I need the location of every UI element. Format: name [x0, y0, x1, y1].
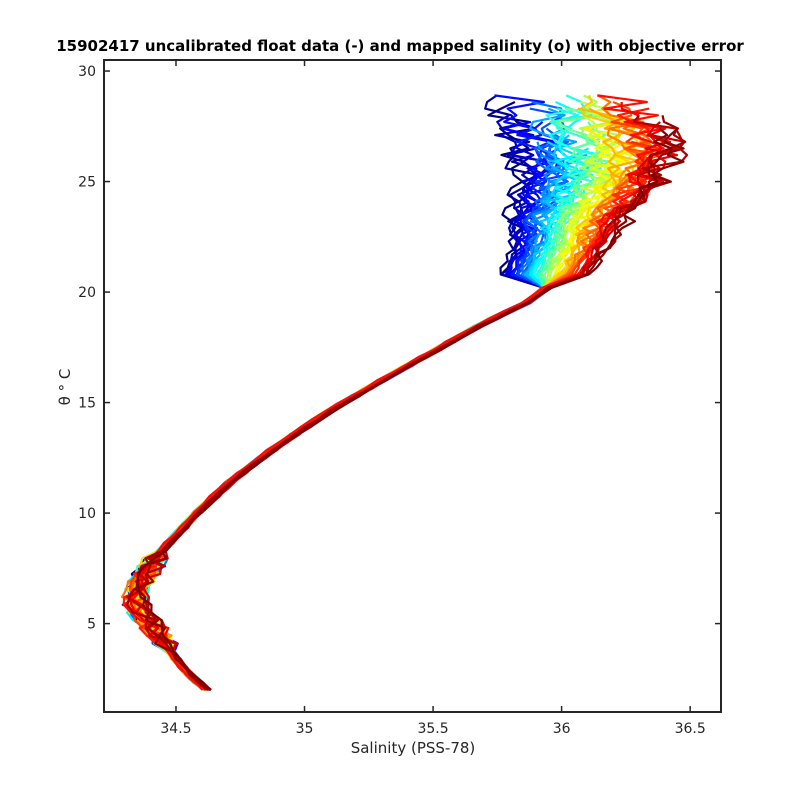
y-axis-label-text: θ ° C: [56, 369, 74, 406]
profile-line: [127, 153, 571, 691]
profiles-layer: [121, 94, 689, 691]
profile-line: [130, 134, 552, 691]
y-axis-label: θ ° C: [56, 369, 74, 406]
axes-layer: 34.5 35 35.5 36 36.5 5 10 15 20 25 30: [78, 59, 722, 737]
profile-line: [131, 160, 569, 691]
profile-line: [125, 140, 660, 691]
plot-frame: [103, 59, 722, 713]
profile-line: [127, 94, 622, 691]
profile-line: [129, 101, 667, 691]
profile-line: [127, 127, 569, 691]
profile-line: [124, 147, 550, 691]
profile-line: [135, 94, 553, 691]
profile-line: [126, 153, 588, 691]
profile-line: [134, 120, 559, 691]
y-tick-label: 10: [78, 506, 96, 522]
profile-line: [129, 94, 551, 691]
x-tick-label: 36.5: [675, 721, 706, 737]
y-tick-label: 5: [87, 617, 96, 633]
y-tick-label: 15: [78, 396, 96, 412]
y-tick-label: 25: [78, 175, 96, 191]
profile-line: [141, 107, 602, 691]
x-tick-label: 36: [553, 721, 571, 737]
y-tick-label: 30: [78, 64, 96, 80]
x-tick-label: 35.5: [417, 721, 448, 737]
profile-line: [136, 127, 685, 691]
profile-line: [126, 134, 686, 691]
profile-line: [125, 101, 544, 691]
x-tick-label: 35: [296, 721, 314, 737]
chart-title: 15902417 uncalibrated float data (-) and…: [56, 37, 744, 55]
x-tick-label: 34.5: [160, 721, 191, 737]
profile-line: [132, 160, 553, 691]
profile-line: [134, 140, 558, 691]
y-tick-label: 20: [78, 285, 96, 301]
x-axis-label: Salinity (PSS-78): [351, 739, 476, 757]
profile-line: [121, 153, 547, 691]
profile-line: [129, 107, 607, 691]
profile-line: [134, 115, 685, 691]
